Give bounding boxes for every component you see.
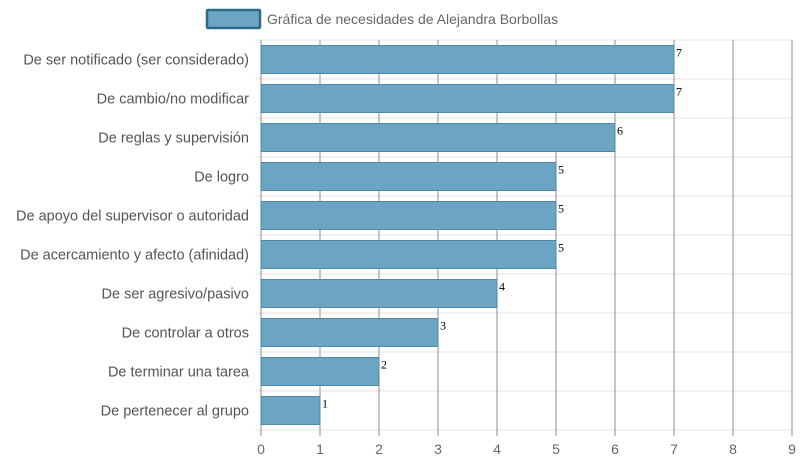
category-label: De ser notificado (ser considerado) — [23, 53, 249, 69]
category-label: De pertenecer al grupo — [101, 404, 249, 420]
data-label: 6 — [617, 124, 623, 138]
x-tick-label: 9 — [788, 441, 796, 457]
data-label: 1 — [322, 397, 328, 411]
data-label: 5 — [558, 241, 564, 255]
bar[interactable] — [260, 201, 557, 230]
bar[interactable] — [260, 45, 675, 74]
data-label: 7 — [676, 46, 682, 60]
x-tick-label: 6 — [611, 441, 619, 457]
bar[interactable] — [260, 84, 675, 113]
category-label: De ser agresivo/pasivo — [102, 287, 250, 303]
category-label: De reglas y supervisión — [98, 131, 249, 147]
bar[interactable] — [260, 240, 557, 269]
category-label: De logro — [194, 170, 249, 186]
bars — [260, 45, 675, 425]
data-label: 5 — [558, 163, 564, 177]
x-tick-label: 4 — [493, 441, 501, 457]
x-tick-label: 1 — [316, 441, 324, 457]
bar[interactable] — [260, 123, 616, 152]
data-labels: 7 7 6 5 5 5 4 3 2 1 — [322, 46, 682, 411]
legend-label: Gráfica de necesidades de Alejandra Borb… — [267, 11, 558, 27]
category-labels: De ser notificado (ser considerado) De ca… — [16, 53, 250, 420]
legend-swatch[interactable] — [205, 8, 262, 30]
x-tick-label: 3 — [434, 441, 442, 457]
category-label: De terminar una tarea — [108, 365, 250, 381]
horizontal-gridlines — [255, 39, 792, 431]
data-label: 3 — [440, 319, 446, 333]
data-label: 7 — [676, 85, 682, 99]
bar[interactable] — [260, 396, 321, 425]
x-axis-ticks: 0 1 2 3 4 5 6 7 8 9 — [257, 441, 796, 457]
legend[interactable]: Gráfica de necesidades de Alejandra Borb… — [205, 8, 558, 30]
x-tick-label: 5 — [552, 441, 560, 457]
category-label: De apoyo del supervisor o autoridad — [16, 209, 249, 225]
x-tick-label: 2 — [375, 441, 383, 457]
data-label: 5 — [558, 202, 564, 216]
x-tick-label: 8 — [729, 441, 737, 457]
category-label: De controlar a otros — [122, 326, 249, 342]
x-tick-label: 0 — [257, 441, 265, 457]
x-tick-label: 7 — [670, 441, 678, 457]
bar[interactable] — [260, 318, 439, 347]
data-label: 4 — [499, 280, 505, 294]
category-label: De cambio/no modificar — [97, 92, 249, 108]
bar[interactable] — [260, 162, 557, 191]
bar[interactable] — [260, 357, 380, 386]
data-label: 2 — [381, 358, 387, 372]
category-label: De acercamiento y afecto (afinidad) — [20, 248, 249, 264]
bar[interactable] — [260, 279, 498, 308]
